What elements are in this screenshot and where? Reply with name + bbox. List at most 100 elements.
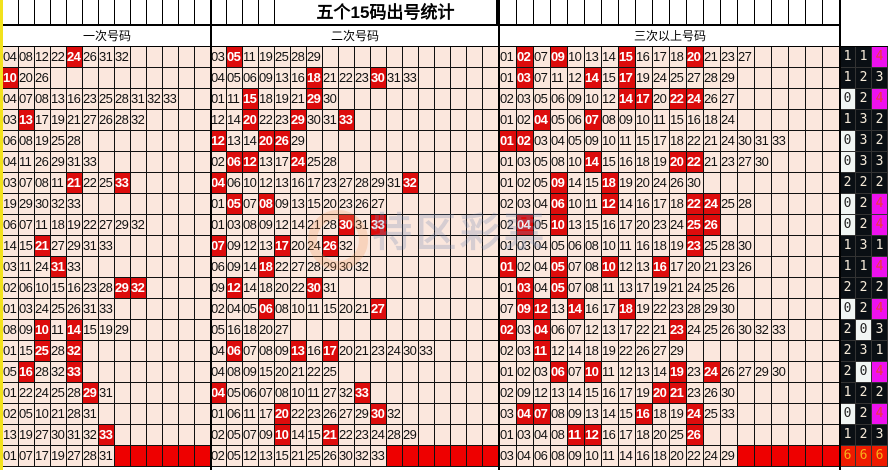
- number-cell: 08: [275, 299, 291, 320]
- number-cell: 23: [721, 47, 738, 68]
- hit-number-cell: 18: [259, 257, 275, 278]
- number-cell: 18: [670, 131, 687, 152]
- number-cell: 13: [259, 236, 275, 257]
- hit-number-cell: 06: [551, 194, 568, 215]
- empty-cell: [483, 152, 499, 173]
- number-cell: 09: [585, 131, 602, 152]
- empty-cell: [755, 110, 772, 131]
- empty-cell: [387, 320, 403, 341]
- table-row: 07 09 12 13 17 20 24 26 32: [211, 236, 499, 257]
- empty-cell: [789, 278, 806, 299]
- number-cell: 05: [227, 446, 243, 467]
- number-cell: 12: [534, 383, 551, 404]
- number-cell: 21: [653, 320, 670, 341]
- hit-number-cell: 10: [3, 68, 19, 89]
- number-cell: 32: [339, 236, 355, 257]
- number-cell: 27: [275, 320, 291, 341]
- number-cell: 26: [323, 404, 339, 425]
- number-cell: 02: [500, 383, 517, 404]
- empty-cell: [291, 320, 307, 341]
- number-cell: 27: [35, 425, 51, 446]
- empty-cell: [721, 215, 738, 236]
- number-cell: 16: [67, 278, 83, 299]
- fill-cell: [179, 446, 195, 467]
- number-cell: 13: [227, 131, 243, 152]
- number-cell: 25: [51, 131, 67, 152]
- number-cell: 13: [636, 362, 653, 383]
- number-cell: 11: [243, 47, 259, 68]
- hit-number-cell: 16: [636, 404, 653, 425]
- empty-cell: [147, 194, 163, 215]
- number-cell: 20: [653, 425, 670, 446]
- number-cell: 31: [323, 110, 339, 131]
- number-cell: 01: [500, 152, 517, 173]
- number-cell: 25: [307, 152, 323, 173]
- empty-cell: [806, 404, 823, 425]
- hit-count-cell: 2: [840, 278, 856, 299]
- number-cell: 05: [534, 152, 551, 173]
- number-cell: 26: [355, 194, 371, 215]
- number-cell: 18: [51, 215, 67, 236]
- hit-number-cell: 20: [670, 152, 687, 173]
- hit-count-cell: 2: [856, 299, 872, 320]
- empty-cell: [115, 383, 131, 404]
- number-cell: 20: [19, 68, 35, 89]
- empty-cell: [339, 278, 355, 299]
- number-cell: 19: [35, 131, 51, 152]
- empty-cell: [772, 236, 789, 257]
- number-cell: 28: [67, 383, 83, 404]
- header-cell: [517, 0, 534, 24]
- number-cell: 17: [636, 278, 653, 299]
- empty-cell: [789, 194, 806, 215]
- number-cell: 02: [211, 425, 227, 446]
- empty-cell: [115, 362, 131, 383]
- empty-cell: [755, 341, 772, 362]
- empty-cell: [419, 299, 435, 320]
- header-cell: [789, 0, 806, 24]
- hit-number-cell: 09: [517, 299, 534, 320]
- number-cell: 23: [355, 68, 371, 89]
- empty-cell: [115, 131, 131, 152]
- empty-cell: [704, 341, 721, 362]
- fill-cell: [115, 446, 131, 467]
- empty-cell: [83, 68, 99, 89]
- hit-number-cell: 04: [517, 215, 534, 236]
- empty-cell: [339, 89, 355, 110]
- empty-cell: [755, 278, 772, 299]
- table-row: 02 03 11 12 14 18 19 22 26 27 29: [500, 341, 840, 362]
- number-cell: 01: [500, 236, 517, 257]
- header-cell: [500, 0, 517, 24]
- hit-count-cell: 1: [856, 47, 872, 68]
- empty-cell: [387, 299, 403, 320]
- hit-count-cell: 2: [872, 110, 888, 131]
- empty-cell: [772, 215, 789, 236]
- number-cell: 11: [51, 320, 67, 341]
- number-cell: 10: [602, 236, 619, 257]
- hit-number-cell: 02: [500, 320, 517, 341]
- number-cell: 27: [99, 215, 115, 236]
- empty-cell: [755, 299, 772, 320]
- hit-number-cell: 33: [115, 173, 131, 194]
- table-row: 12 13 14 20 26 29: [211, 131, 499, 152]
- number-cell: 26: [670, 173, 687, 194]
- empty-cell: [163, 362, 179, 383]
- fill-cell: [131, 446, 147, 467]
- number-cell: 11: [619, 236, 636, 257]
- number-cell: 15: [585, 215, 602, 236]
- number-cell: 31: [67, 425, 83, 446]
- number-cell: 18: [259, 278, 275, 299]
- hit-number-cell: 21: [67, 173, 83, 194]
- number-cell: 30: [721, 299, 738, 320]
- number-cell: 06: [568, 236, 585, 257]
- number-cell: 29: [755, 362, 772, 383]
- number-cell: 09: [211, 278, 227, 299]
- hit-count-cell: 3: [856, 110, 872, 131]
- empty-cell: [115, 236, 131, 257]
- hit-count-cell: 0: [840, 215, 856, 236]
- empty-cell: [755, 425, 772, 446]
- table-row: 01 03 07 11 12 14 15 17 19 24 25 27 28 29: [500, 68, 840, 89]
- empty-cell: [467, 110, 483, 131]
- table-row: 04 11 26 29 31 33: [3, 152, 211, 173]
- fill-cell: [147, 446, 163, 467]
- empty-cell: [131, 425, 147, 446]
